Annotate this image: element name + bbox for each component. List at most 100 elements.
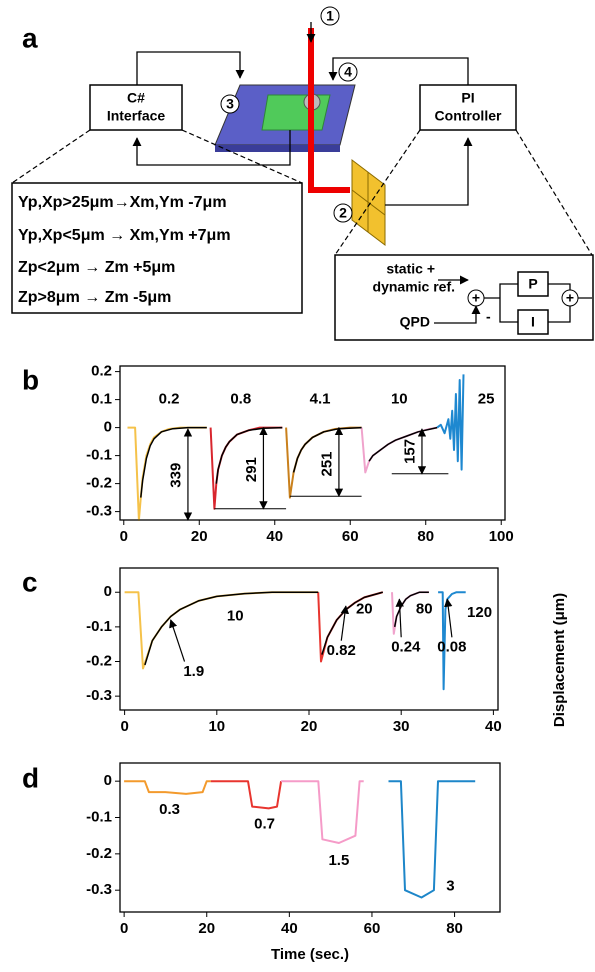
annotation-arrow bbox=[340, 605, 350, 641]
annotation: 1.9 bbox=[183, 663, 204, 680]
trace bbox=[144, 591, 319, 666]
annotation: 25 bbox=[478, 391, 495, 408]
annotation: 291 bbox=[243, 457, 260, 482]
input-label: QPD bbox=[400, 314, 430, 330]
wire bbox=[136, 51, 245, 85]
y-tick-label: -0.3 bbox=[86, 503, 112, 520]
annotation: 1.5 bbox=[328, 852, 349, 869]
trace bbox=[360, 426, 438, 474]
y-tick-label: 0 bbox=[104, 419, 112, 436]
rules-box bbox=[11, 182, 303, 314]
rule: Zp<2μm → Zm +5μm bbox=[18, 259, 175, 276]
wire bbox=[385, 137, 473, 206]
panel-label: c bbox=[22, 566, 38, 597]
x-tick-label: 40 bbox=[281, 920, 298, 937]
trace bbox=[388, 780, 476, 899]
wire bbox=[328, 57, 469, 85]
x-tick-label: 0 bbox=[120, 920, 128, 937]
y-tick-label: -0.1 bbox=[86, 447, 112, 464]
summer-sign: + bbox=[472, 290, 480, 306]
plot-frame bbox=[119, 365, 506, 521]
trace bbox=[436, 374, 465, 471]
trace bbox=[210, 780, 283, 810]
input-label: dynamic ref. bbox=[373, 279, 455, 295]
x-tick-label: 20 bbox=[198, 920, 215, 937]
trace bbox=[215, 426, 283, 484]
rule: Yp,Xp<5μm → Xm,Ym +7μm bbox=[18, 227, 231, 244]
x-tick-label: 100 bbox=[489, 528, 514, 545]
x-tick-label: 0 bbox=[120, 528, 128, 545]
x-tick-label: 40 bbox=[266, 528, 283, 545]
y-tick-label: 0.1 bbox=[91, 391, 112, 408]
chart: c 0 -0.1 -0.2 -0.3 0 10 20 30 40 10 20 80 120 1.9 0.82 0… bbox=[22, 566, 568, 735]
annotation: 0.8 bbox=[230, 391, 251, 408]
block-label: I bbox=[531, 314, 535, 330]
y-tick-label: -0.2 bbox=[86, 475, 112, 492]
panel-label: b bbox=[22, 364, 39, 395]
block-label: P bbox=[528, 276, 537, 292]
annotation: 20 bbox=[356, 601, 373, 618]
trace bbox=[140, 426, 207, 498]
y-tick-label: -0.2 bbox=[86, 652, 112, 669]
y-axis-label: Displacement (μm) bbox=[551, 593, 568, 727]
x-tick-label: 80 bbox=[417, 528, 434, 545]
y-tick-label: 0 bbox=[104, 772, 112, 789]
x-tick-label: 60 bbox=[342, 528, 359, 545]
trace bbox=[124, 780, 211, 795]
markers: 1 2 3 4 bbox=[220, 6, 358, 223]
annotation: 0.2 bbox=[159, 391, 180, 408]
dash bbox=[334, 129, 593, 256]
stage-edge bbox=[215, 145, 340, 152]
x-axis-label: Time (sec.) bbox=[271, 946, 349, 963]
x-tick-label: 80 bbox=[446, 920, 463, 937]
y-tick-label: -0.2 bbox=[86, 845, 112, 862]
x-tick-label: 40 bbox=[485, 718, 502, 735]
annotation-arrow bbox=[444, 598, 453, 638]
annotation: 157 bbox=[402, 439, 419, 464]
marker: 1 bbox=[326, 8, 334, 24]
marker-circle bbox=[320, 6, 340, 26]
panel-label: a bbox=[22, 22, 38, 53]
trace bbox=[281, 780, 364, 844]
qpd-line bbox=[351, 189, 386, 216]
annotation: 0.24 bbox=[391, 639, 421, 656]
panel-label: d bbox=[22, 762, 39, 793]
x-tick-label: 20 bbox=[301, 718, 318, 735]
annotation-arrow bbox=[395, 598, 404, 638]
trace bbox=[368, 426, 438, 462]
annotation: 0.3 bbox=[159, 801, 180, 818]
wire bbox=[484, 283, 592, 323]
box-label: Controller bbox=[435, 108, 502, 124]
marker: 3 bbox=[226, 96, 234, 112]
trace bbox=[124, 591, 319, 670]
x-tick-label: 0 bbox=[120, 718, 128, 735]
marker: 4 bbox=[344, 64, 352, 80]
x-tick-label: 30 bbox=[393, 718, 410, 735]
plot-frame bbox=[119, 762, 501, 913]
x-tick-label: 60 bbox=[364, 920, 381, 937]
annotation: 4.1 bbox=[310, 391, 331, 408]
y-tick-label: -0.3 bbox=[86, 881, 112, 898]
box-label: C# bbox=[127, 90, 145, 106]
annotation: 0.82 bbox=[327, 642, 356, 659]
annotation: 120 bbox=[467, 604, 492, 621]
y-tick-label: 0.2 bbox=[91, 363, 112, 380]
marker-circle bbox=[220, 94, 240, 114]
box-label: PI bbox=[461, 90, 474, 106]
box-label: Interface bbox=[107, 108, 166, 124]
pi-box bbox=[419, 84, 517, 131]
controller-box bbox=[334, 254, 594, 341]
annotation-arrow bbox=[169, 619, 186, 662]
y-tick-label: -0.1 bbox=[86, 808, 112, 825]
y-tick-label: -0.3 bbox=[86, 687, 112, 704]
annotation: 251 bbox=[319, 451, 336, 476]
dash bbox=[11, 129, 303, 184]
chart: d 0 -0.1 -0.2 -0.3 0 20 40 60 80 0.3 0.7 1.5 3 Time (s… bbox=[22, 762, 501, 963]
x-tick-label: 10 bbox=[208, 718, 225, 735]
x-tick-label: 20 bbox=[191, 528, 208, 545]
chart: b 0.2 0.1 0 -0.1 -0.2 -0.3 0 20 40 60 80 100 0.2 0.8 4.… bbox=[22, 363, 514, 545]
minus-sign: - bbox=[486, 309, 491, 325]
setup-diagram: a C# Interface PI Controller 1 2 bbox=[11, 6, 594, 341]
rule: Yp,Xp>25μm→Xm,Ym -7μm bbox=[18, 194, 227, 211]
